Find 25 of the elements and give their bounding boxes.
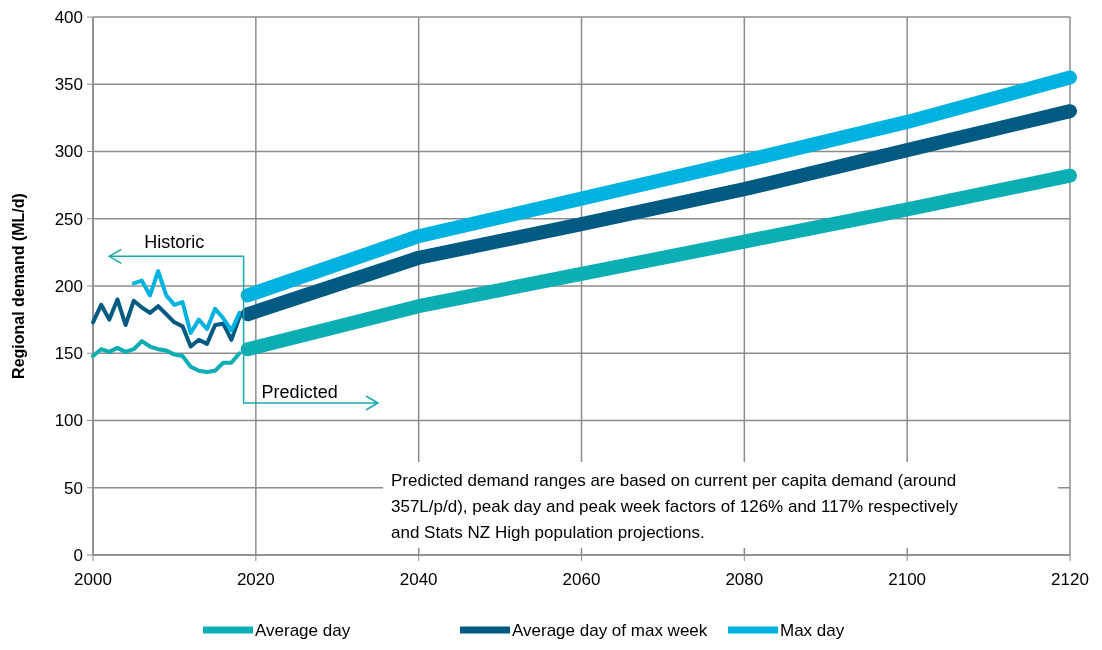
x-tick-label: 2120 [1051,570,1089,589]
y-tick-label: 100 [54,411,83,431]
note-box: Predicted demand ranges are based on current per capita demand (around 357L/p/d), peak day and peak week factors of 126% and 117% respectively and Stats NZ High population projections. [383,462,1058,548]
legend-label: Average day [255,621,351,640]
y-tick-label: 0 [73,545,83,565]
y-tick-label: 400 [54,7,83,27]
y-tick-label: 300 [54,142,83,162]
y-tick-label: 350 [54,75,83,95]
y-tick-label: 250 [54,209,83,229]
annotation: Predicted demand ranges are based on current per capita demand (around 357L/p/d), peak day and peak week factors of 126% and 117% respectively and Stats NZ High population projections. [391,471,959,542]
x-tick-label: 2100 [888,570,927,589]
y-tick-label: 200 [54,276,83,296]
x-tick-label: 2020 [236,570,275,589]
annotation: Historic [144,232,205,253]
y-axis-title: Regional demand (ML/d) [10,193,27,379]
x-tick-label: 2080 [725,570,764,589]
x-tick-label: 2000 [74,570,112,589]
line-series [131,269,242,336]
annotation: Predicted [261,382,338,403]
x-tick-label: 2040 [399,570,438,589]
y-tick-label: 150 [54,344,83,364]
y-tick-label: 50 [64,478,83,498]
legend-label: Average day of max week [512,621,708,640]
x-tick-label: 2060 [562,570,601,589]
legend-label: Max day [780,621,845,640]
